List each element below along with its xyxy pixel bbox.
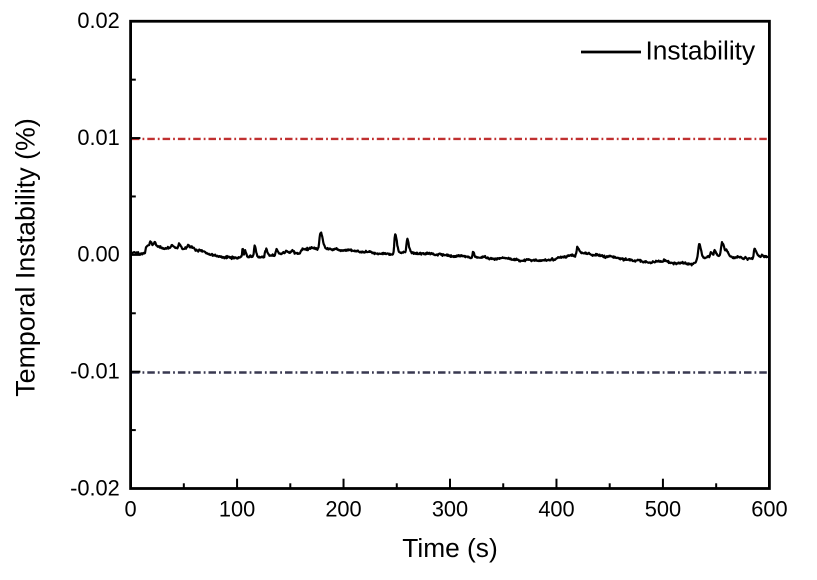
svg-text:0: 0 <box>125 497 137 522</box>
svg-text:0.01: 0.01 <box>77 125 119 150</box>
svg-text:300: 300 <box>432 497 468 522</box>
svg-text:400: 400 <box>538 497 574 522</box>
svg-text:Temporal Instability (%): Temporal Instability (%) <box>11 118 41 396</box>
svg-text:200: 200 <box>325 497 361 522</box>
svg-text:Instability: Instability <box>646 36 756 66</box>
svg-text:500: 500 <box>645 497 681 522</box>
svg-text:-0.01: -0.01 <box>70 359 120 384</box>
svg-text:600: 600 <box>751 497 787 522</box>
svg-text:0.02: 0.02 <box>77 8 119 33</box>
svg-text:0.00: 0.00 <box>77 242 119 267</box>
svg-text:100: 100 <box>219 497 255 522</box>
svg-text:Time (s): Time (s) <box>402 533 497 563</box>
svg-text:-0.02: -0.02 <box>70 475 120 500</box>
